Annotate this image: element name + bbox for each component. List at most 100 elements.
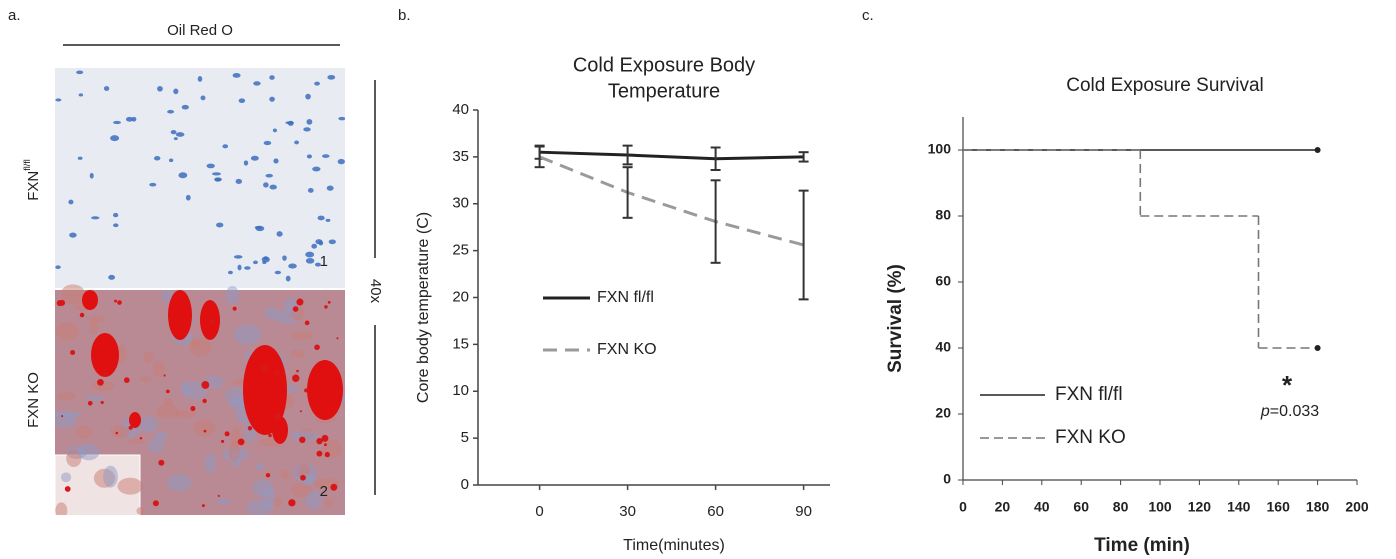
x-tick-label: 0 [959,499,967,515]
chart-title: Cold Exposure Survival [1066,75,1263,96]
lipid-droplet [139,437,143,440]
lipid-droplet [158,459,165,466]
x-tick-label: 30 [619,503,636,520]
error-bar [710,179,721,264]
panel-label: b. [398,7,411,24]
stain-texture [189,338,212,357]
nucleus [212,172,221,176]
lipid-droplet [168,290,192,340]
stain-texture [285,385,298,393]
stain-texture [55,502,68,515]
stain-texture [77,443,100,461]
lipid-droplet [272,416,288,444]
lipid-droplet [330,483,338,491]
lipid-droplet [237,438,245,446]
x-tick-label: 40 [1034,499,1050,515]
nucleus [285,275,291,282]
nucleus [325,218,331,223]
stain-texture [152,361,165,378]
nucleus [125,116,134,122]
lipid-droplet [163,374,166,377]
y-axis-label: Survival (%) [885,264,906,373]
stain-texture [193,419,216,437]
y-tick-label: 35 [452,148,469,165]
series-line [539,150,804,161]
lipid-droplet [299,410,302,413]
nucleus [237,264,242,271]
lipid-droplet [268,433,272,438]
stain-texture [138,416,158,433]
lipid-droplet [70,349,76,356]
nucleus [312,166,321,172]
lipid-droplet [261,364,269,372]
x-axis-label: Time (min) [1094,535,1190,556]
error-bar [710,146,721,171]
lipid-droplet [316,437,323,445]
stain-texture [55,322,80,341]
nucleus [68,199,74,205]
micrographs [55,68,345,515]
lipid-droplet [64,486,71,492]
lipid-droplet [114,299,117,303]
lipid-droplet [97,378,104,386]
nucleus [253,81,261,86]
x-tick-label: 200 [1345,499,1369,515]
nucleus [317,215,325,221]
stain-texture [290,349,305,358]
nucleus [253,260,258,265]
y-tick-label: 40 [935,339,951,355]
lipid-droplet [208,318,215,325]
stain-texture [280,469,290,480]
nucleus [263,140,272,146]
lipid-droplet [296,298,304,306]
x-tick-label: 140 [1227,499,1251,515]
nucleus [314,262,321,267]
stain-texture [154,431,168,442]
stain-texture [225,286,240,305]
row-label: FXNfl/fl [22,159,42,201]
stain-texture [231,426,240,448]
nucleus [238,98,246,104]
nucleus [69,232,77,238]
x-tick-label: 60 [707,503,724,520]
x-tick-label: 60 [1073,499,1089,515]
stain-texture [127,438,146,445]
row-label-sup: fl/fl [22,159,32,171]
lipid-droplet [304,320,310,326]
y-tick-label: 40 [452,101,469,118]
nucleus [261,256,270,263]
lipid-droplet [314,344,320,351]
image-number: 1 [320,253,328,270]
nucleus [314,81,320,86]
lipid-droplet [247,425,253,431]
lipid-droplet [59,299,66,306]
series-line [539,155,804,247]
stain-texture [66,449,82,468]
lipid-droplet [292,306,299,312]
panel-label: c. [862,7,874,24]
x-tick-label: 80 [1113,499,1129,515]
stain-texture [163,398,174,406]
lipid-droplet [217,494,220,498]
chart-title: Temperature [608,80,720,102]
stain-texture [175,410,197,419]
nucleus [337,158,345,165]
stain-texture [167,474,192,492]
stain-texture [60,472,72,483]
nucleus [206,163,215,169]
lipid-droplet [323,443,327,447]
nucleus [276,231,283,237]
lipid-droplet [82,290,98,310]
nucleus [173,88,179,95]
stain-texture [264,306,279,320]
annotation-p-value: =0.033 [1270,403,1319,420]
annotation-star: * [1282,370,1293,400]
x-tick-label: 20 [995,499,1011,515]
stain-texture [262,487,276,509]
nucleus [244,266,251,270]
nucleus [185,194,191,201]
nucleus [305,251,315,258]
y-tick-label: 20 [935,405,951,421]
nucleus [269,184,277,190]
nucleus [315,239,323,245]
